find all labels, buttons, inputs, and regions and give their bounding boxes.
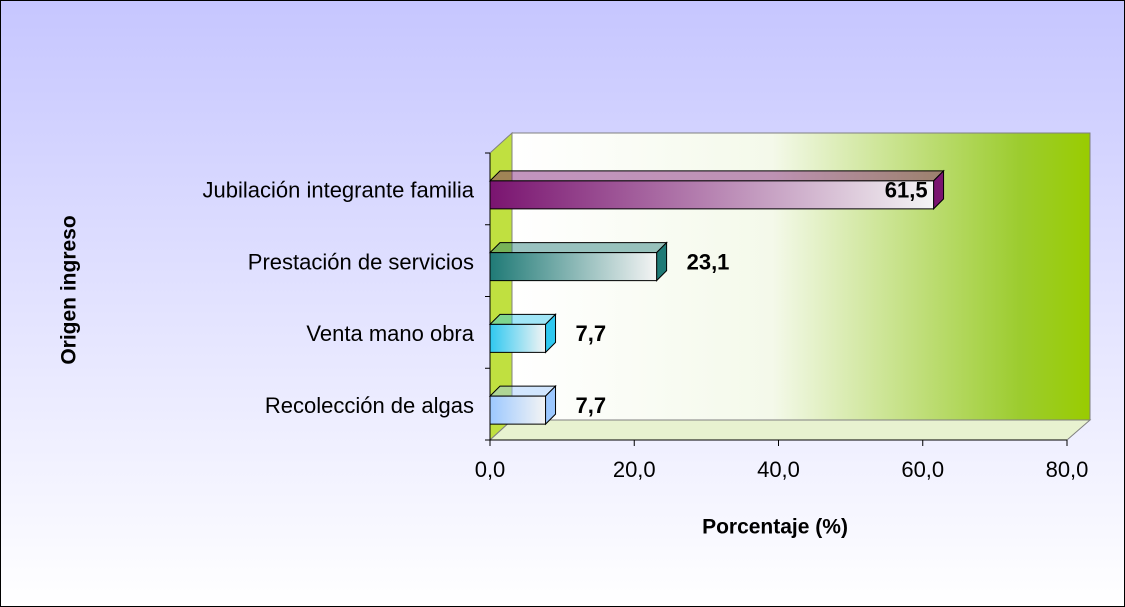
y-axis-title: Origen ingreso bbox=[58, 215, 81, 364]
bar bbox=[489, 180, 935, 210]
bar-top bbox=[488, 170, 945, 182]
bar bbox=[489, 395, 547, 425]
category-label: Recolección de algas bbox=[265, 393, 474, 418]
category-label: Jubilación integrante familia bbox=[203, 178, 475, 203]
value-label: 61,5 bbox=[885, 178, 928, 203]
bar-top bbox=[488, 313, 557, 325]
category-label: Prestación de servicios bbox=[248, 249, 474, 274]
category-label: Venta mano obra bbox=[306, 321, 474, 346]
bar bbox=[489, 252, 658, 282]
value-label: 23,1 bbox=[687, 249, 730, 274]
x-axis-title: Porcentaje (%) bbox=[702, 516, 848, 539]
bar-top bbox=[488, 385, 557, 397]
x-tick-label: 20,0 bbox=[613, 457, 656, 482]
x-tick-label: 40,0 bbox=[757, 457, 800, 482]
category-ticks bbox=[485, 152, 490, 441]
x-tick-label: 60,0 bbox=[901, 457, 944, 482]
value-label: 7,7 bbox=[576, 393, 607, 418]
bar-top bbox=[488, 242, 668, 254]
x-tick-label: 80,0 bbox=[1046, 457, 1089, 482]
floor bbox=[488, 419, 1092, 441]
value-label: 7,7 bbox=[576, 321, 607, 346]
bar bbox=[489, 323, 547, 353]
x-tick-label: 0,0 bbox=[475, 457, 506, 482]
